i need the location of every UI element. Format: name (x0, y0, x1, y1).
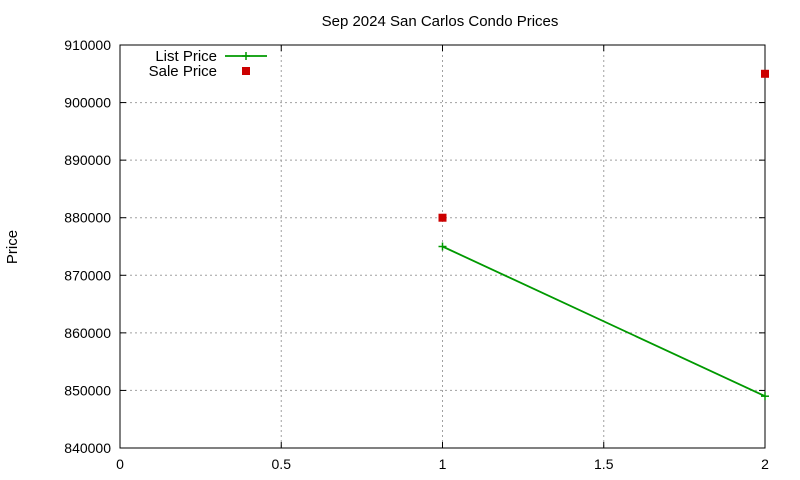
y-axis-label: Price (4, 230, 21, 264)
y-tick-label: 850000 (64, 382, 111, 398)
y-tick-label: 870000 (64, 267, 111, 283)
chart-title: Sep 2024 San Carlos Condo Prices (322, 13, 559, 30)
list-price-point (761, 392, 769, 401)
x-tick-label: 1 (439, 456, 447, 472)
y-tick-label: 890000 (64, 152, 111, 168)
legend-label-list-price: List Price (155, 48, 217, 65)
x-tick-label: 1.5 (594, 456, 614, 472)
series (438, 69, 769, 401)
x-tick-label: 0.5 (272, 456, 292, 472)
x-tick-label: 2 (761, 456, 769, 472)
list-price-point (438, 242, 447, 251)
legend-label-sale-price: Sale Price (149, 63, 217, 80)
axis-ticks: 840000 850000 860000 870000 880000 890000 9000… (64, 37, 769, 472)
list-price-line (442, 245, 766, 398)
y-tick-label: 840000 (64, 440, 111, 456)
sale-price-point (438, 213, 447, 222)
y-tick-label: 860000 (64, 325, 111, 341)
y-tick-label: 900000 (64, 95, 111, 111)
y-tick-label: 910000 (64, 37, 111, 53)
sale-price-point (761, 69, 769, 78)
legend-swatch-sale-price (242, 67, 250, 75)
y-tick-label: 880000 (64, 210, 111, 226)
x-tick-label: 0 (116, 456, 124, 472)
legend-marker-list-price (242, 52, 250, 60)
plot-frame (119, 44, 766, 449)
